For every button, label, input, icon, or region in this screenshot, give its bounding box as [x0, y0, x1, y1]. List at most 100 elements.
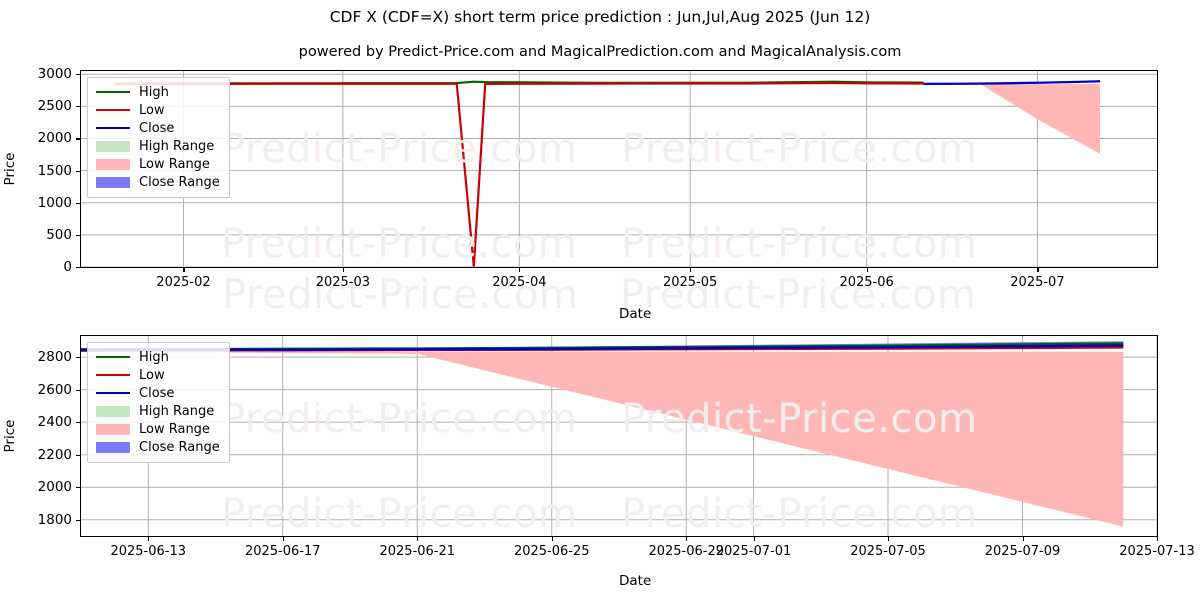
x-axis-tick [282, 536, 284, 541]
x-axis-tick-label: 2025-07-01 [715, 544, 792, 559]
y-axis-tick [76, 357, 81, 359]
legend-item-high[interactable]: High [96, 348, 220, 366]
x-axis-tick-label: 2025-07-09 [984, 544, 1061, 559]
y-axis-tick-label: 2000 [37, 130, 72, 147]
series-line-close [924, 81, 1100, 84]
legend-item-close[interactable]: Close [96, 384, 220, 402]
band-low-range [81, 351, 1124, 527]
x-axis-tick-label: 2025-06-25 [513, 544, 590, 559]
detail-svg [81, 336, 1157, 536]
y-axis-tick-label: 0 [63, 259, 72, 275]
x-axis-tick [551, 536, 553, 541]
legend-line-swatch [96, 91, 130, 93]
legend-patch-swatch [96, 405, 130, 417]
x-axis-tick [690, 267, 692, 272]
y-axis-tick-label: 2600 [37, 381, 72, 398]
chart-title: CDF X (CDF=X) short term price predictio… [329, 8, 871, 26]
x-axis-tick [519, 267, 521, 272]
legend-line-swatch [96, 374, 130, 376]
detail-plot-area: Predict-Price.com Predict-Price.com Predic… [81, 336, 1157, 536]
x-axis-tick [888, 536, 890, 541]
legend-item-label: High [139, 84, 169, 100]
x-axis-tick [148, 536, 150, 541]
legend-line-swatch [96, 109, 130, 111]
legend-item-close-range[interactable]: Close Range [96, 173, 220, 191]
overview-x-axis-label: Date [619, 306, 652, 322]
x-axis-tick-label: 2025-04 [492, 275, 547, 290]
detail-x-axis-label: Date [619, 573, 652, 589]
legend-item-low-range[interactable]: Low Range [96, 420, 220, 438]
y-axis-tick [76, 74, 81, 76]
y-axis-tick [76, 519, 81, 521]
y-axis-tick [76, 170, 81, 172]
legend-item-high-range[interactable]: High Range [96, 137, 220, 155]
y-axis-tick [76, 487, 81, 489]
overview-legend[interactable]: High Low Close High Range Low Range Close Ran… [87, 77, 230, 198]
y-axis-tick-label: 2400 [37, 414, 72, 431]
legend-item-label: High Range [139, 138, 215, 154]
x-axis-tick-label: 2025-05 [662, 275, 718, 290]
legend-item-low-range[interactable]: Low Range [96, 155, 220, 173]
legend-item-label: Close [139, 120, 175, 136]
legend-item-label: Low [139, 102, 165, 118]
y-axis-tick [76, 267, 81, 269]
x-axis-tick-label: 2025-06-29 [648, 544, 725, 559]
y-axis-tick-label: 1800 [37, 511, 72, 528]
x-axis-tick-label: 2025-07-05 [850, 544, 926, 559]
x-axis-tick [342, 267, 344, 272]
overview-plot-area: Predict-Price.com Predict-Price.com Predic… [81, 71, 1157, 267]
legend-item-label: Close Range [139, 174, 220, 190]
x-axis-tick-label: 2025-07-13 [1119, 544, 1195, 559]
x-axis-tick [1022, 536, 1024, 541]
chart-subtitle: powered by Predict-Price.com and Magical… [298, 44, 902, 60]
legend-patch-swatch [96, 140, 130, 152]
legend-item-label: Low Range [139, 421, 210, 437]
x-axis-tick-label: 2025-06-13 [110, 544, 187, 559]
x-axis-tick-label: 2025-07 [1010, 275, 1065, 290]
y-axis-tick-label: 2800 [37, 349, 72, 366]
series-line-low [115, 83, 923, 266]
legend-patch-swatch [96, 441, 130, 453]
y-axis-tick [76, 454, 81, 456]
overview-svg [81, 71, 1157, 267]
y-axis-tick [76, 202, 81, 204]
y-axis-tick-label: 500 [46, 226, 72, 243]
legend-item-label: High Range [139, 403, 215, 419]
legend-item-close[interactable]: Close [96, 119, 220, 137]
overview-chart-panel: Predict-Price.com Predict-Price.com Predic… [38, 66, 1158, 290]
x-axis-tick-label: 2025-06 [839, 275, 894, 290]
x-axis-tick [183, 267, 185, 272]
legend-item-low[interactable]: Low [96, 366, 220, 384]
y-axis-tick-label: 2000 [37, 479, 72, 496]
x-axis-tick-label: 2025-02 [156, 275, 211, 290]
detail-legend[interactable]: High Low Close High Range Low Range Close Ran… [87, 342, 230, 463]
legend-patch-swatch [96, 423, 130, 435]
x-axis-tick-label: 2025-06-21 [379, 544, 456, 559]
detail-y-axis-label: Price [2, 419, 18, 453]
legend-item-high-range[interactable]: High Range [96, 402, 220, 420]
x-axis-tick [1157, 536, 1159, 541]
y-axis-tick-label: 2500 [37, 98, 72, 115]
legend-item-close-range[interactable]: Close Range [96, 438, 220, 456]
legend-item-label: High [139, 349, 169, 365]
legend-item-label: Low [139, 367, 165, 383]
detail-chart-panel: Predict-Price.com Predict-Price.com Predic… [38, 335, 1195, 559]
legend-item-label: Close [139, 385, 175, 401]
x-axis-tick-label: 2025-06-17 [244, 544, 321, 559]
y-axis-tick [76, 234, 81, 236]
x-axis-tick [417, 536, 419, 541]
y-axis-tick-label: 3000 [37, 66, 72, 83]
y-axis-tick-label: 1000 [37, 194, 72, 211]
y-axis-tick [76, 138, 81, 140]
legend-patch-swatch [96, 176, 130, 188]
x-axis-tick [866, 267, 868, 272]
legend-item-high[interactable]: High [96, 83, 220, 101]
band-low-range [980, 84, 1101, 154]
legend-patch-swatch [96, 158, 130, 170]
y-axis-tick [76, 106, 81, 108]
legend-item-low[interactable]: Low [96, 101, 220, 119]
x-axis-tick [1037, 267, 1039, 272]
legend-item-label: Close Range [139, 439, 220, 455]
y-axis-tick-label: 1500 [37, 162, 72, 179]
